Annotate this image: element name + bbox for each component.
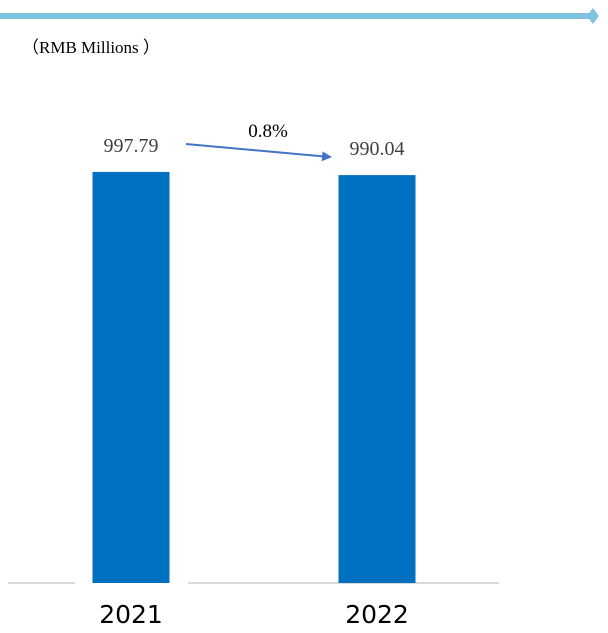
change-arrow (185, 143, 332, 162)
bar-2021 (92, 171, 170, 583)
unit-label: （RMB Millions ） (22, 38, 160, 57)
bar-2022 (338, 175, 416, 583)
value-label-2021: 997.79 (104, 135, 159, 157)
x-tick-label-2022: 2022 (345, 600, 409, 629)
change-percent-label: 0.8% (248, 121, 288, 142)
value-label-2022: 990.04 (350, 138, 405, 160)
x-tick-label-2021: 2021 (99, 600, 163, 629)
bars-layer (92, 171, 416, 583)
labels-layer: 997.79 2021 990.04 2022 (99, 135, 409, 629)
header-diamond-icon (587, 8, 599, 24)
